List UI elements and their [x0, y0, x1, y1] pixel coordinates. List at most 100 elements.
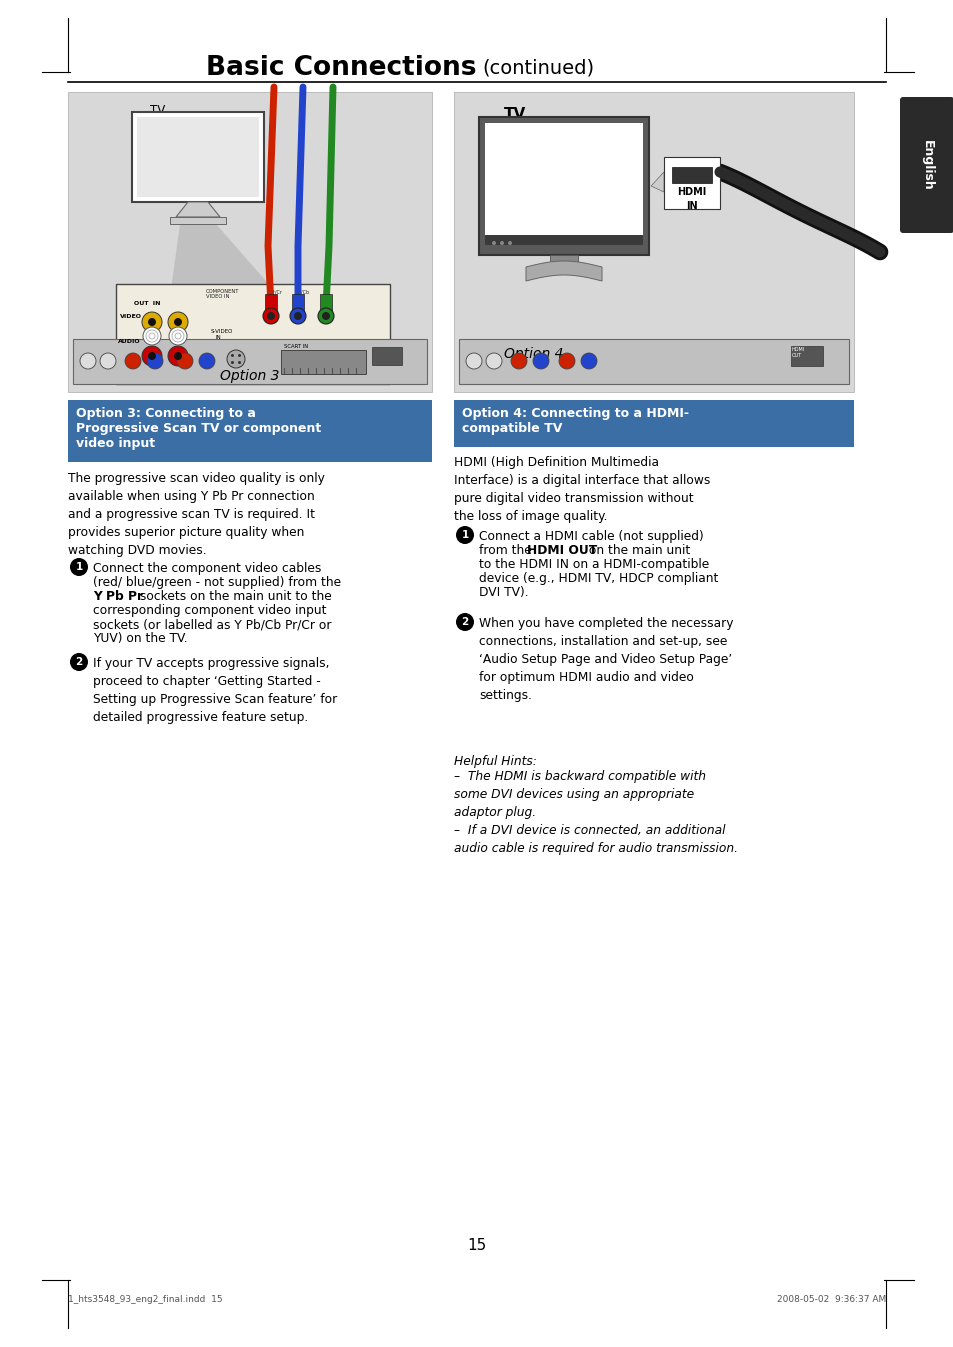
Text: HDMI (High Definition Multimedia
Interface) is a digital interface that allows
p: HDMI (High Definition Multimedia Interfa…	[454, 457, 710, 523]
Bar	[137, 117, 258, 197]
Circle shape	[147, 353, 163, 369]
Text: Y Pb Pr: Y Pb Pr	[92, 590, 143, 603]
Bar	[454, 400, 853, 447]
Text: COMPONENT: COMPONENT	[206, 290, 239, 294]
Circle shape	[142, 313, 162, 331]
Circle shape	[290, 308, 306, 325]
Circle shape	[267, 313, 274, 321]
Text: 15: 15	[467, 1238, 486, 1253]
Circle shape	[231, 354, 233, 357]
Text: (continued): (continued)	[481, 58, 594, 78]
Bar	[790, 346, 822, 366]
Circle shape	[125, 353, 141, 369]
Text: OUT: OUT	[791, 353, 801, 358]
Bar	[281, 350, 366, 374]
Text: 2008-05-02  9:36:37 AM: 2008-05-02 9:36:37 AM	[776, 1294, 885, 1304]
Text: TV: TV	[503, 106, 526, 123]
Bar	[319, 294, 332, 313]
Circle shape	[507, 241, 512, 245]
Text: (red/ blue/green - not supplied) from the: (red/ blue/green - not supplied) from th…	[92, 577, 341, 589]
Circle shape	[492, 241, 496, 245]
Circle shape	[485, 353, 501, 369]
Text: English: English	[920, 140, 933, 190]
Bar	[458, 339, 848, 384]
Bar	[170, 217, 226, 224]
Text: sockets (or labelled as Y Pb/Cb Pr/Cr or: sockets (or labelled as Y Pb/Cb Pr/Cr or	[92, 618, 331, 630]
Bar	[663, 158, 720, 209]
Circle shape	[227, 350, 245, 368]
Circle shape	[456, 525, 474, 544]
Circle shape	[177, 353, 193, 369]
Bar	[671, 167, 711, 183]
Text: VIDEO IN: VIDEO IN	[206, 294, 229, 299]
Text: device (e.g., HDMI TV, HDCP compliant: device (e.g., HDMI TV, HDCP compliant	[478, 572, 718, 585]
Text: from the: from the	[478, 544, 535, 558]
Circle shape	[580, 353, 597, 369]
Text: to the HDMI IN on a HDMI-compatible: to the HDMI IN on a HDMI-compatible	[478, 558, 708, 571]
Circle shape	[231, 361, 233, 364]
Circle shape	[173, 318, 182, 326]
Circle shape	[499, 241, 503, 245]
Text: HDMI: HDMI	[791, 348, 804, 352]
Text: 2: 2	[75, 657, 83, 667]
Text: 1_hts3548_93_eng2_final.indd  15: 1_hts3548_93_eng2_final.indd 15	[68, 1294, 222, 1304]
Bar	[550, 255, 578, 267]
Text: DVI TV).: DVI TV).	[478, 586, 528, 599]
Text: Option 3: Connecting to a: Option 3: Connecting to a	[76, 407, 255, 420]
Text: SCART IN: SCART IN	[284, 343, 308, 349]
Circle shape	[143, 327, 161, 345]
Circle shape	[169, 327, 187, 345]
Text: Y: Y	[326, 290, 329, 294]
Circle shape	[168, 346, 188, 366]
Circle shape	[263, 308, 278, 325]
Circle shape	[558, 353, 575, 369]
Text: on the main unit: on the main unit	[584, 544, 690, 558]
Text: OUT  IN: OUT IN	[133, 300, 160, 306]
Text: Option 3: Option 3	[220, 369, 279, 383]
Bar	[73, 339, 427, 384]
Text: The progressive scan video quality is only
available when using Y Pb Pr connecti: The progressive scan video quality is on…	[68, 471, 325, 558]
Bar	[478, 117, 648, 255]
Circle shape	[511, 353, 526, 369]
Text: Option 4: Connecting to a HDMI-: Option 4: Connecting to a HDMI-	[461, 407, 688, 420]
Bar	[454, 92, 853, 392]
Circle shape	[168, 313, 188, 331]
Text: 1: 1	[461, 529, 468, 540]
Circle shape	[148, 352, 156, 360]
Bar	[372, 348, 401, 365]
Text: 2: 2	[461, 617, 468, 626]
Text: YUV) on the TV.: YUV) on the TV.	[92, 632, 188, 645]
Bar	[68, 400, 432, 462]
Text: –  The HDMI is backward compatible with
some DVI devices using an appropriate
ad: – The HDMI is backward compatible with s…	[454, 770, 738, 855]
Circle shape	[142, 346, 162, 366]
FancyBboxPatch shape	[899, 97, 953, 233]
Text: IN: IN	[215, 335, 221, 339]
Text: 1: 1	[75, 562, 83, 572]
Bar	[484, 234, 642, 245]
Polygon shape	[525, 261, 601, 282]
Text: S-VIDEO: S-VIDEO	[211, 329, 233, 334]
Text: Helpful Hints:: Helpful Hints:	[454, 756, 537, 768]
Bar	[68, 92, 432, 392]
Text: Pb/Cb: Pb/Cb	[295, 290, 310, 294]
Circle shape	[238, 354, 241, 357]
Circle shape	[294, 313, 302, 321]
Polygon shape	[650, 172, 663, 193]
Text: Connect the component video cables: Connect the component video cables	[92, 562, 321, 575]
Text: Progressive Scan TV or component: Progressive Scan TV or component	[76, 422, 321, 435]
Circle shape	[533, 353, 548, 369]
Text: If your TV accepts progressive signals,
proceed to chapter ‘Getting Started -
Se: If your TV accepts progressive signals, …	[92, 657, 337, 723]
Circle shape	[199, 353, 214, 369]
Circle shape	[238, 361, 241, 364]
Text: corresponding component video input: corresponding component video input	[92, 603, 326, 617]
Text: Pr/Cr: Pr/Cr	[271, 290, 283, 294]
Bar	[484, 123, 642, 245]
Text: Option 4: Option 4	[503, 348, 563, 361]
Circle shape	[70, 558, 88, 577]
Circle shape	[80, 353, 96, 369]
Text: HDMI OUT: HDMI OUT	[526, 544, 597, 558]
Circle shape	[465, 353, 481, 369]
Text: AUDIO: AUDIO	[118, 339, 140, 343]
Text: TV: TV	[150, 104, 165, 117]
Text: compatible TV: compatible TV	[461, 422, 561, 435]
